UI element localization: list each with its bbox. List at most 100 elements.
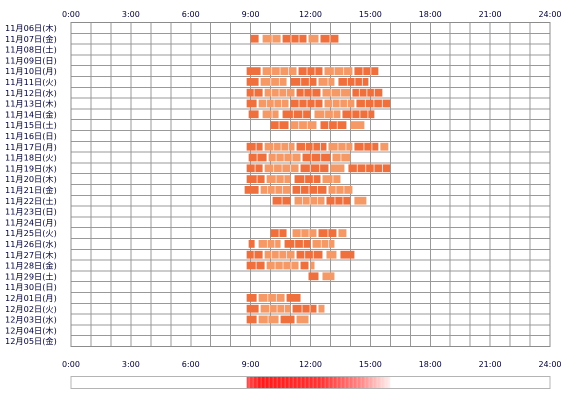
activity-segment [262,110,279,119]
summary-streak [332,377,334,388]
activity-gap [253,250,255,259]
activity-gap [373,164,375,173]
activity-gap [310,153,312,162]
activity-gap [335,186,337,194]
activity-gap [359,110,361,119]
activity-gap [340,88,342,97]
activity-gap [300,78,302,86]
activity-gap [351,110,353,119]
activity-gap [303,88,305,97]
activity-gap [311,88,313,97]
activity-gap [381,99,383,108]
activity-segment [354,196,367,205]
row-label: 11月06日(木) [5,23,57,33]
activity-gap [271,88,273,97]
activity-gap [271,250,273,259]
summary-streak [252,377,254,388]
activity-segment [246,294,257,302]
activity-gap [278,250,280,259]
top-tick-label: 0:00 [62,10,80,19]
top-tick-label: 18:00 [419,10,442,19]
activity-segment [248,240,255,248]
row-label: 11月15日(土) [5,120,57,130]
activity-segment [340,250,355,259]
summary-streak [304,377,306,388]
activity-gap [320,240,322,248]
top-axis: 0:00 3:00 6:00 9:00 12:00 15:00 18:00 21:00 24:0… [62,10,562,19]
activity-segment [246,175,265,183]
activity-segment [330,164,345,173]
row-label: 11月29日(土) [5,271,57,281]
activity-gap [290,261,292,270]
activity-gap [358,88,360,97]
summary-streak [360,377,362,388]
activity-gap [319,142,321,151]
activity-gap [278,229,280,237]
activity-segment [338,229,347,237]
top-tick-label: 6:00 [182,10,200,19]
activity-gap [367,110,369,119]
activity-gap [319,164,321,173]
activity-gap [304,175,306,183]
activity-segment [296,250,323,259]
activity-segment [354,142,379,151]
row-label: 11月22日(土) [5,196,57,206]
activity-gap [280,142,282,151]
activity-segment [342,110,375,119]
activity-gap [312,250,314,259]
activity-segment [300,164,329,173]
activity-gap [271,110,273,119]
activity-segment [308,34,319,43]
activity-segment [258,240,281,248]
summary-streak [336,377,338,388]
activity-gap [298,99,300,108]
summary-streak [324,377,326,388]
row-label: 12月04日(木) [5,325,57,335]
activity-segment [246,67,261,75]
activity-gap [273,164,275,173]
activity-gap [366,88,368,97]
activity-segment [326,196,351,205]
bottom-tick-label: 18:00 [419,360,442,369]
activity-gap [308,186,310,194]
activity-segment [296,88,321,97]
activity-gap [363,142,365,151]
activity-gap [274,186,276,194]
bottom-tick-label: 15:00 [359,360,382,369]
summary-streak [352,377,354,388]
activity-gap [270,78,272,86]
activity-gap [301,304,303,313]
activity-gap [304,250,306,259]
activity-gap [327,78,329,86]
bottom-tick-label: 6:00 [182,360,200,369]
activity-gap [288,67,290,75]
activity-gap [298,34,300,43]
activity-gap [273,99,275,108]
activity-segment [246,78,259,86]
activity-segment [250,34,259,43]
activity-gap [330,88,332,97]
summary-streak [256,377,258,388]
activity-gap [312,175,314,183]
row-label: 11月11日(火) [5,77,57,87]
activity-segment [246,99,257,108]
row-label: 12月05日(金) [5,336,57,346]
plot-frame [70,22,551,347]
activity-segment [324,67,353,75]
activity-segment [322,272,335,281]
row-label: 11月14日(金) [5,109,57,119]
activity-gap [365,164,367,173]
activity-segment [258,315,279,324]
row-label: 11月21日(金) [5,185,57,195]
activity-gap [256,175,258,183]
activity-segment [290,78,317,86]
activity-segment [320,121,347,129]
row-label: 11月08日(土) [5,45,57,55]
row-label: 12月03日(水) [5,315,57,325]
activity-segment [292,304,317,313]
activity-gap [306,99,308,108]
activity-segment [322,175,341,183]
row-label: 11月19日(水) [5,163,57,173]
row-label: 11月10日(月) [5,66,57,76]
activity-segment [266,175,291,183]
